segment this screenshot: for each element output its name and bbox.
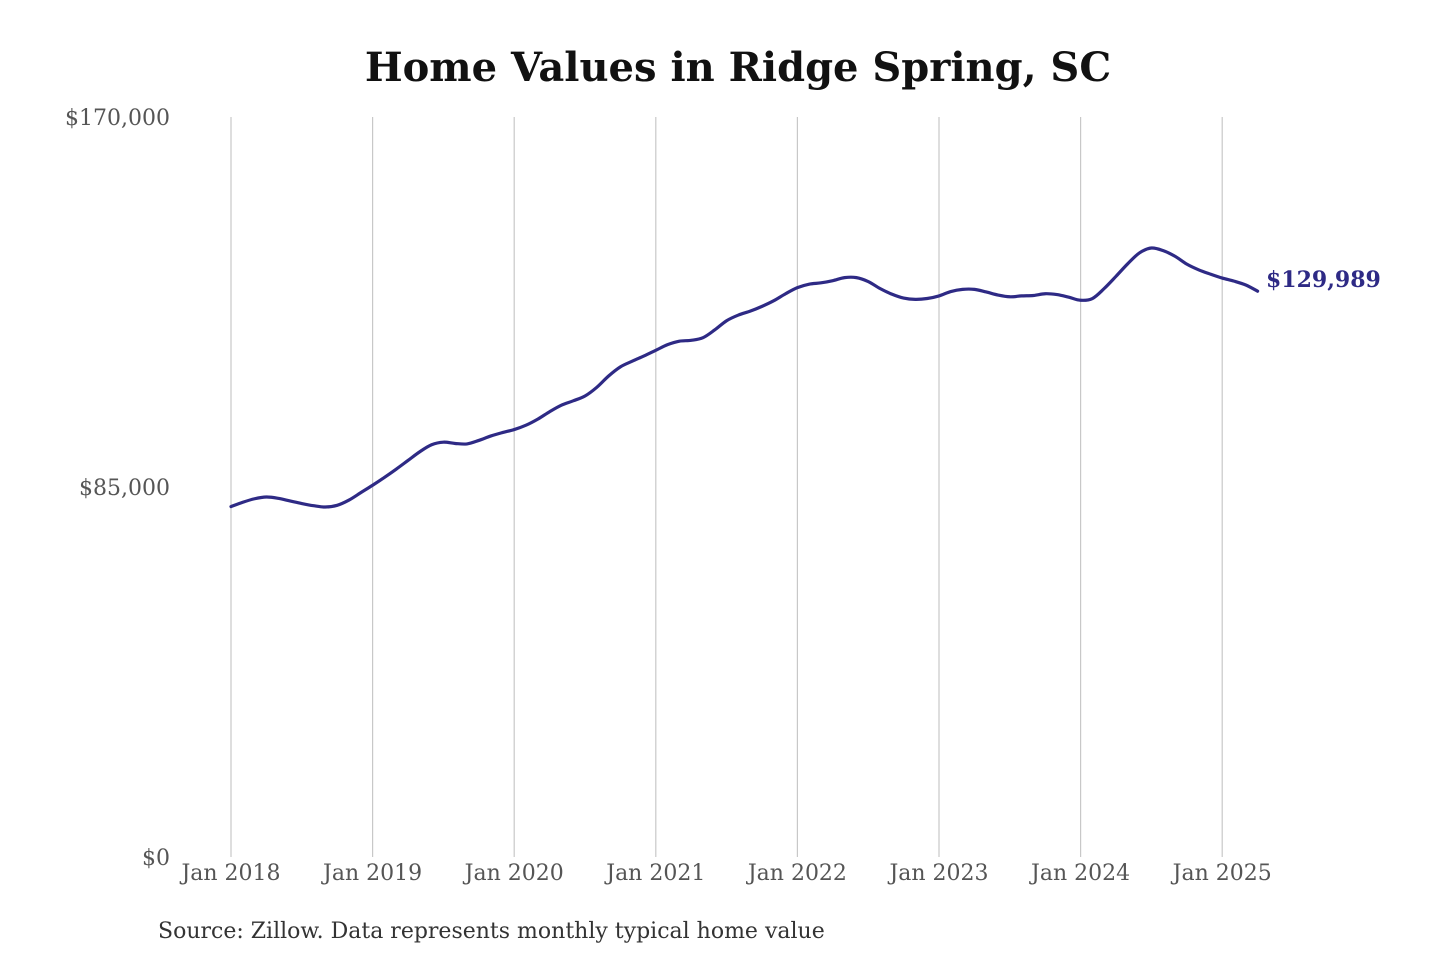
y-tick-label: $170,000 bbox=[65, 106, 170, 131]
x-tick-label: Jan 2022 bbox=[746, 861, 847, 886]
y-axis: $0 $85,000 $170,000 bbox=[65, 106, 170, 871]
x-tick-label: Jan 2024 bbox=[1029, 861, 1130, 886]
x-tick-label: Jan 2021 bbox=[604, 861, 705, 886]
x-tick-label: Jan 2023 bbox=[887, 861, 988, 886]
x-tick-label: Jan 2018 bbox=[179, 861, 280, 886]
end-value-label: $129,989 bbox=[1266, 267, 1381, 293]
gridlines bbox=[230, 117, 1223, 857]
series-line bbox=[229, 246, 1260, 509]
y-tick-label: $85,000 bbox=[79, 476, 170, 501]
x-tick-label: Jan 2019 bbox=[321, 861, 422, 886]
x-tick-label: Jan 2025 bbox=[1171, 861, 1272, 886]
chart-title: Home Values in Ridge Spring, SC bbox=[365, 44, 1111, 91]
source-note: Source: Zillow. Data represents monthly … bbox=[158, 919, 825, 944]
series-layer bbox=[229, 246, 1260, 509]
x-tick-label: Jan 2020 bbox=[463, 861, 564, 886]
y-tick-label: $0 bbox=[142, 846, 170, 871]
x-axis: Jan 2018 Jan 2019 Jan 2020 Jan 2021 Jan 2022… bbox=[179, 861, 1271, 886]
